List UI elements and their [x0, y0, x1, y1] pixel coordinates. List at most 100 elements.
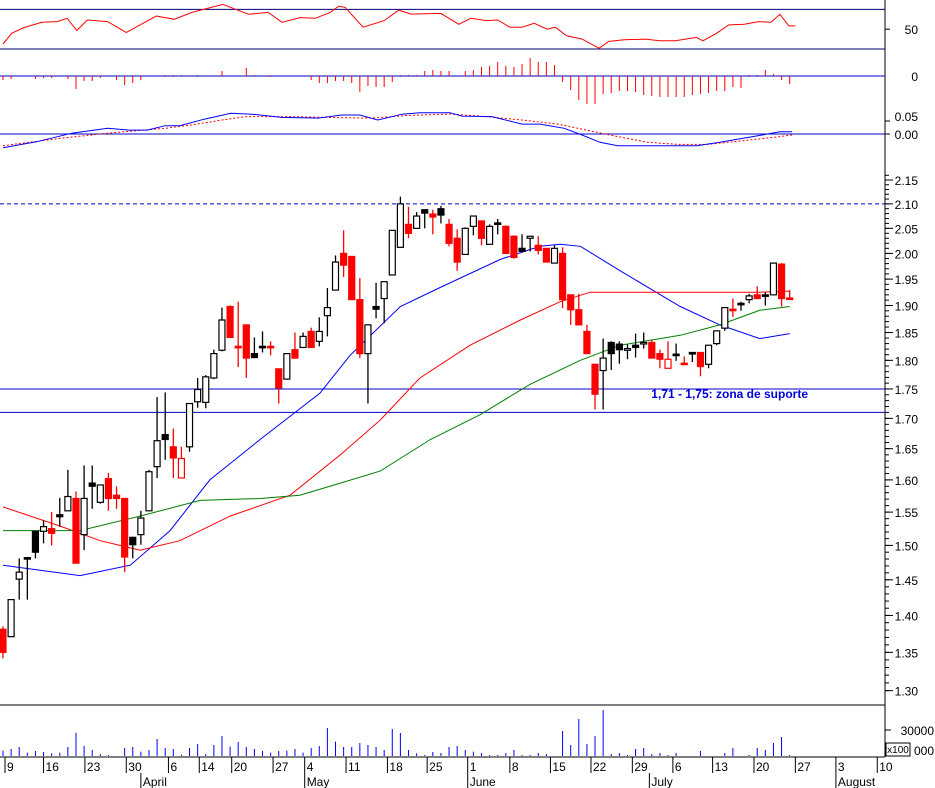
candle — [753, 286, 761, 300]
candle — [591, 363, 599, 410]
candle-body — [583, 330, 591, 355]
candle-body — [404, 223, 413, 234]
candle — [745, 293, 753, 304]
candle — [364, 324, 372, 404]
candle-body — [753, 294, 761, 300]
volume-multiplier-label: x100 — [887, 745, 909, 756]
candle — [680, 356, 688, 366]
x-axis-day-label: 14 — [201, 760, 215, 774]
candle — [786, 290, 794, 301]
candle — [713, 330, 721, 346]
price-axis-label: 2.05 — [895, 222, 919, 236]
candle — [348, 255, 356, 301]
candle — [104, 472, 113, 511]
candle-body — [688, 351, 696, 355]
candle-body — [437, 208, 445, 216]
candle-body — [267, 345, 275, 349]
candle — [96, 484, 104, 504]
candle-body — [291, 349, 299, 359]
candle-body — [161, 434, 169, 441]
moving-average-short — [2, 243, 790, 577]
candle-body — [356, 299, 364, 355]
candle — [396, 196, 404, 248]
candle-body — [453, 237, 461, 263]
candle — [7, 599, 15, 638]
candle — [137, 510, 145, 545]
candle — [299, 332, 307, 349]
candle — [153, 397, 161, 478]
candle — [169, 428, 177, 478]
candle-body — [704, 344, 713, 365]
candle-body — [445, 223, 453, 244]
candle-body — [145, 471, 153, 512]
price-axis-label: 1.50 — [895, 539, 919, 553]
support-zone-annotation: 1,71 - 1,75: zona de suporte — [651, 387, 808, 401]
candle — [283, 353, 291, 380]
price-axis-label: 2.10 — [895, 198, 919, 212]
candle — [664, 341, 672, 369]
candle — [567, 294, 575, 325]
candle — [380, 281, 388, 324]
candle — [258, 331, 267, 353]
x-axis-day-label: 25 — [429, 760, 443, 774]
x-axis-month-label: May — [307, 775, 330, 788]
candle-body — [542, 247, 550, 263]
macd-axis-label: 0.05 — [895, 110, 919, 124]
candle — [558, 247, 567, 309]
candle — [623, 344, 632, 360]
candle-body — [275, 368, 283, 389]
candle — [469, 215, 477, 236]
candle-body — [502, 225, 510, 255]
volume-multiplier-box — [885, 742, 911, 757]
candle-body — [23, 557, 31, 560]
candle — [31, 530, 40, 559]
x-axis-day-label: 11 — [348, 760, 361, 774]
candle-body — [388, 229, 396, 276]
price-axis-label: 2.15 — [895, 174, 919, 188]
candle-body — [250, 353, 259, 359]
x-axis-month-label: August — [838, 775, 876, 788]
x-axis-month-label: July — [651, 775, 672, 788]
x-axis-day-label: 15 — [552, 760, 566, 774]
moving-average-long — [3, 306, 790, 532]
histogram-axis-label: 0 — [911, 70, 918, 84]
candle-body — [137, 517, 145, 536]
candle — [356, 278, 364, 359]
candle-body — [680, 362, 688, 366]
price-axis-label: 1.40 — [895, 609, 919, 623]
candle-body — [737, 302, 745, 306]
x-axis-day-label: 10 — [879, 760, 893, 774]
candle — [429, 209, 437, 235]
candle — [777, 263, 786, 307]
candle-body — [421, 209, 429, 214]
x-axis-day-label: 18 — [389, 760, 403, 774]
candle-body — [761, 294, 769, 297]
candle-body — [575, 309, 583, 326]
price-axis-label: 1.65 — [895, 443, 919, 457]
moving-average-mid — [2, 290, 790, 551]
candle — [23, 556, 31, 600]
candle — [542, 247, 550, 263]
rsi-axis-label: 50 — [905, 23, 919, 37]
x-axis: 9 16 23 30 6 14 20 27 4 11 18 25 1 8 15 22 29 6 13 20 27 3 10A… — [4, 757, 893, 788]
candle-body — [210, 353, 218, 379]
x-axis-day-label: 9 — [7, 760, 14, 774]
candle-body — [777, 263, 786, 300]
candle-body — [623, 347, 632, 351]
candle — [121, 497, 129, 573]
candle — [640, 332, 648, 349]
candle — [445, 218, 453, 247]
candle-body — [299, 335, 307, 349]
candle-body — [194, 388, 202, 403]
candle-body — [696, 351, 705, 368]
candle-body — [494, 222, 502, 226]
candle — [307, 327, 315, 349]
candle — [80, 465, 88, 551]
candle — [583, 324, 591, 355]
candle — [112, 486, 121, 509]
x-axis-day-label: 20 — [756, 760, 770, 774]
candle — [575, 293, 583, 326]
candle-body — [218, 319, 226, 351]
candle-body — [169, 446, 177, 459]
